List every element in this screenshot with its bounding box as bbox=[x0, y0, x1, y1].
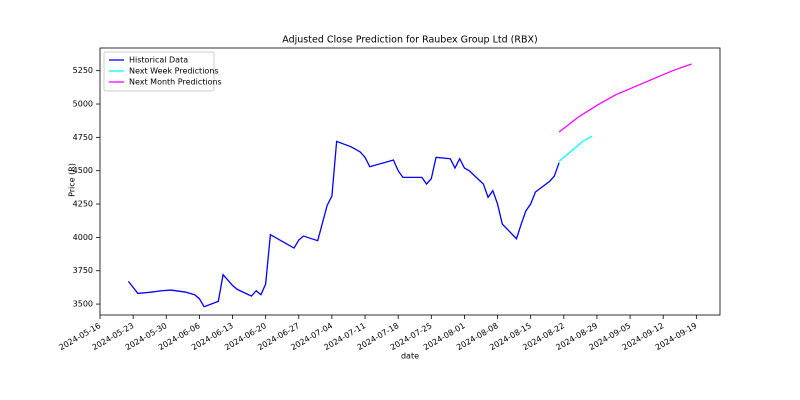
legend-box bbox=[103, 51, 215, 92]
x-axis-label: date bbox=[401, 352, 419, 361]
y-tick-label: 4250 bbox=[73, 200, 93, 209]
y-tick-label: 5250 bbox=[73, 66, 93, 75]
y-tick-label: 5000 bbox=[73, 100, 93, 109]
chart-title: Adjusted Close Prediction for Raubex Gro… bbox=[282, 35, 537, 46]
y-tick-label: 3750 bbox=[73, 266, 93, 275]
series-line bbox=[558, 63, 692, 133]
legend-label: Next Month Predictions bbox=[129, 78, 222, 87]
y-tick-label: 4500 bbox=[73, 166, 93, 175]
legend-label: Historical Data bbox=[129, 56, 188, 65]
y-tick-label: 4000 bbox=[73, 233, 93, 242]
series-line bbox=[127, 140, 560, 308]
y-tick-label: 4750 bbox=[73, 133, 93, 142]
legend-label: Next Week Predictions bbox=[129, 67, 219, 76]
y-tick-label: 3500 bbox=[73, 300, 93, 309]
plot-frame bbox=[99, 47, 721, 316]
series-line bbox=[558, 135, 593, 162]
y-axis-label: Price (R) bbox=[68, 163, 77, 197]
